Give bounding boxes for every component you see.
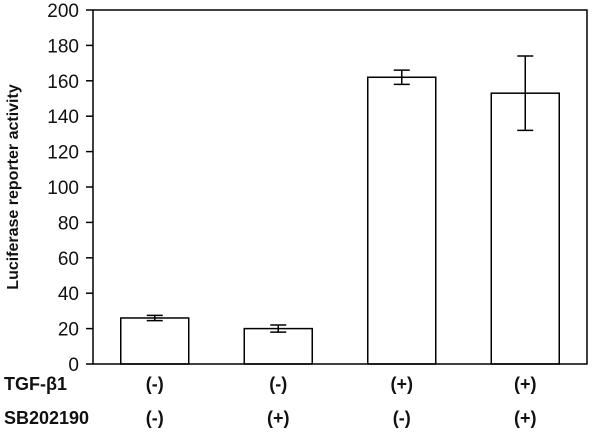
y-tick-label: 100 xyxy=(47,178,79,199)
condition-value: (+) xyxy=(514,374,537,394)
y-tick-label: 20 xyxy=(58,320,79,341)
condition-table: TGF-β1 (-) (-) (+) (+) SB202190 (-) (+) (-) (+) xyxy=(4,374,537,428)
bars xyxy=(120,76,560,365)
error-bars xyxy=(146,55,534,333)
condition-row-label: TGF-β1 xyxy=(4,374,67,394)
y-axis-title: Luciferase reporter activity xyxy=(5,84,22,290)
y-tick-label: 200 xyxy=(47,1,79,22)
bar xyxy=(120,317,190,365)
condition-value: (-) xyxy=(269,374,287,394)
y-tick-label: 80 xyxy=(58,213,79,234)
condition-value: (+) xyxy=(391,374,414,394)
bar xyxy=(490,92,560,365)
condition-value: (-) xyxy=(393,408,411,428)
condition-value: (-) xyxy=(146,408,164,428)
bar xyxy=(367,76,437,365)
condition-row-label: SB202190 xyxy=(4,408,89,428)
y-tick-label: 40 xyxy=(58,284,79,305)
y-tick-label: 160 xyxy=(47,72,79,93)
y-tick-label: 0 xyxy=(68,355,79,376)
bar xyxy=(243,327,313,365)
y-tick-label: 180 xyxy=(47,36,79,57)
plot-frame xyxy=(92,9,588,365)
y-axis-ticks: 0 20 40 60 80 100 120 140 160 180 200 xyxy=(47,1,93,376)
condition-value: (+) xyxy=(514,408,537,428)
condition-value: (+) xyxy=(267,408,290,428)
y-tick-label: 60 xyxy=(58,249,79,270)
y-tick-label: 140 xyxy=(47,107,79,128)
condition-value: (-) xyxy=(146,374,164,394)
y-tick-label: 120 xyxy=(47,143,79,164)
